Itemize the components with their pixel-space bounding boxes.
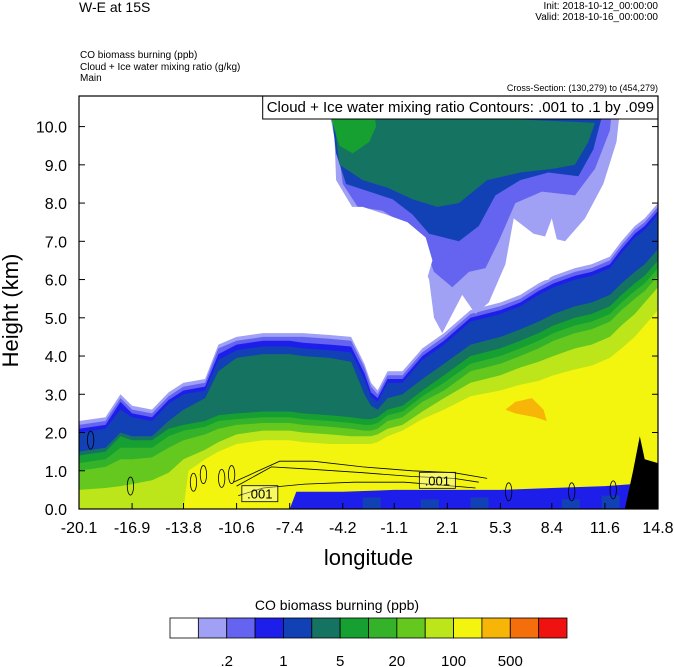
- y-tick-label: 0.0: [45, 502, 67, 519]
- cloud-gap-right: [508, 218, 562, 284]
- chart-title: W-E at 15S: [79, 0, 151, 15]
- y-tick-label: 10.0: [36, 120, 67, 137]
- cloud-contour-ring-8: [609, 480, 617, 500]
- y-tick-label: 2.0: [45, 426, 67, 443]
- terrain-region: [624, 436, 658, 509]
- init-time: Init: 2018-10-12_00:00:00: [543, 1, 658, 12]
- colorbar-swatch-12: [509, 617, 540, 639]
- cloud-contour-ring-1: [126, 476, 135, 496]
- cloud-contour-ring-5: [228, 465, 236, 484]
- y-tick-label: 5.0: [45, 311, 67, 328]
- valid-time: Valid: 2018-10-16_00:00:00: [535, 12, 658, 23]
- cloud-contour-ring-4: [218, 469, 226, 488]
- surface-patch-2: [470, 497, 489, 509]
- x-axis-label: longitude: [324, 545, 413, 570]
- colorbar-label: .2: [220, 653, 233, 667]
- colorbar-swatch-4: [283, 617, 313, 639]
- colorbar-swatch-6: [339, 617, 369, 639]
- cloud-contour-ring-0: [87, 430, 95, 450]
- colorbar-swatch-8: [396, 617, 426, 639]
- colorbar-swatch-3: [254, 617, 284, 639]
- x-tick-label: -1.1: [380, 520, 408, 537]
- surface-patch-0: [362, 497, 381, 509]
- field-main-label: Main: [80, 73, 102, 84]
- colorbar-swatch-0: [169, 617, 199, 639]
- x-tick-label: -10.6: [218, 520, 255, 537]
- y-tick-label: 7.0: [45, 234, 67, 251]
- plot-area: .001 .001: [79, 96, 658, 509]
- x-tick-label: 2.1: [436, 520, 458, 537]
- colorbar-swatch-5: [311, 617, 341, 639]
- y-tick-label: 4.0: [45, 349, 67, 366]
- co-band-yellow: [79, 310, 658, 509]
- x-tick-label: -7.4: [276, 520, 304, 537]
- x-tick-label: -13.8: [165, 520, 202, 537]
- colorbar-label: 100: [441, 653, 466, 667]
- cloud-contour-line-1: [236, 466, 479, 487]
- surface-patch-3: [561, 499, 580, 509]
- orange-blob: [505, 398, 547, 421]
- surface-patch-1: [420, 499, 439, 509]
- field-co-label: CO biomass burning (ppb): [80, 50, 198, 61]
- contour-label-box-0: [241, 485, 279, 503]
- y-tick-label: 1.0: [45, 464, 67, 481]
- field-cloud-label: Cloud + Ice water mixing ratio (g/kg): [80, 62, 241, 73]
- cross-section-label: Cross-Section: (130,279) to (454,279): [506, 83, 658, 93]
- cloud-contour-ring-7: [568, 482, 576, 502]
- co-band-bluebase: [79, 482, 658, 509]
- cloud-contour-ring-2: [189, 472, 198, 492]
- cloud-gap: [342, 206, 433, 284]
- y-tick-label: 8.0: [45, 196, 67, 213]
- colorbar-swatch-13: [538, 617, 568, 639]
- contour-label-box-1: [418, 471, 456, 489]
- x-tick-label: -20.1: [61, 520, 98, 537]
- colorbar-swatch-11: [481, 617, 511, 639]
- cloud-contour-ring-3: [199, 465, 208, 484]
- x-tick-label: 14.8: [642, 520, 673, 537]
- surface-patch-4: [601, 495, 620, 509]
- x-tick-label: 8.4: [541, 520, 563, 537]
- colorbar-label: 1: [279, 653, 287, 667]
- contour-title: Cloud + Ice water mixing ratio Contours:…: [267, 99, 654, 116]
- cloud-contour-ring-6: [505, 482, 513, 502]
- y-tick-label: 6.0: [45, 273, 67, 290]
- x-tick-label: 11.6: [590, 520, 620, 537]
- y-tick-label: 3.0: [45, 387, 67, 404]
- colorbar-swatch-10: [453, 617, 483, 639]
- colorbar-label: 5: [336, 653, 344, 667]
- contour-label-1: .001: [425, 473, 450, 488]
- x-tick-label: 5.3: [489, 520, 511, 537]
- colorbar-swatch-7: [368, 617, 398, 639]
- colorbar-swatch-2: [226, 617, 256, 639]
- contour-label-0: .001: [247, 487, 272, 502]
- x-tick-label: -4.2: [329, 520, 357, 537]
- colorbar-swatch-1: [197, 617, 228, 639]
- colorbar-title: CO biomass burning (ppb): [254, 597, 420, 613]
- x-tick-label: -16.9: [114, 520, 151, 537]
- y-axis-label: Height (km): [0, 254, 23, 368]
- colorbar-swatch-9: [424, 617, 454, 639]
- colorbar-label: 20: [389, 653, 406, 667]
- cloud-contour-line-2: [238, 481, 476, 496]
- y-tick-label: 9.0: [45, 158, 67, 175]
- upper-cloud-teal: [332, 111, 595, 207]
- plot-frame: [78, 95, 659, 510]
- colorbar-label: 500: [498, 653, 523, 667]
